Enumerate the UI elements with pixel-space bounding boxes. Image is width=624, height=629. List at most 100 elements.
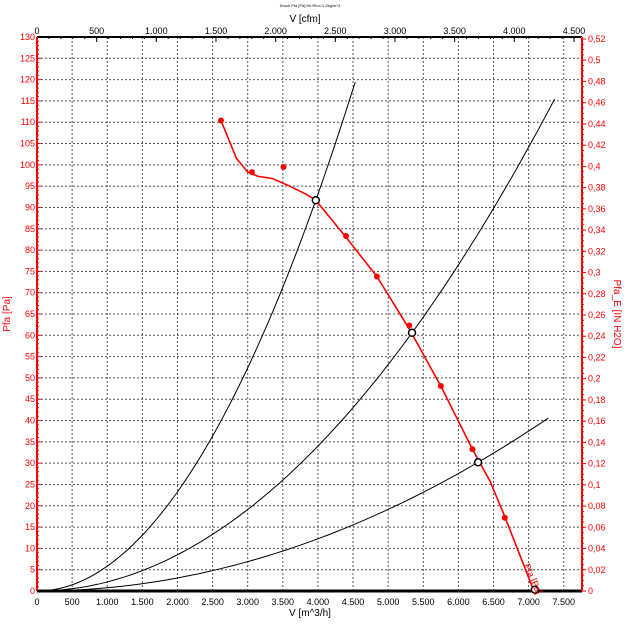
x2-tick-label: 3.500 <box>443 26 466 36</box>
y2-tick-label: 0,5 <box>588 55 601 65</box>
y2-tick-label: 0,12 <box>588 459 606 469</box>
y2-tick-label: 0,16 <box>588 416 606 426</box>
x2-tick-label: 0 <box>34 26 39 36</box>
x-tick-label: 7.500 <box>552 597 575 607</box>
measured-point <box>280 163 287 170</box>
x-tick-label: 3.000 <box>236 597 259 607</box>
x2-tick-label: 2.000 <box>264 26 287 36</box>
system-curve <box>36 98 556 592</box>
y2-tick-label: 0,28 <box>588 289 606 299</box>
y-tick-label: 15 <box>25 522 35 532</box>
measured-point <box>343 233 350 240</box>
x-tick-label: 4.500 <box>342 597 365 607</box>
x2-axis-label: V [cfm] <box>289 14 320 25</box>
y-tick-label: 45 <box>25 394 35 404</box>
y2-tick-label: 0,1 <box>588 480 601 490</box>
x2-tick-label: 2.500 <box>324 26 347 36</box>
y-tick-label: 100 <box>20 160 35 170</box>
x-tick-label: 0 <box>34 597 39 607</box>
y-tick-label: 125 <box>20 53 35 63</box>
x2-tick-label: 500 <box>89 26 104 36</box>
y-tick-label: 5 <box>30 565 35 575</box>
x-tick-label: 2.000 <box>166 597 189 607</box>
x-tick-label: 7.000 <box>517 597 540 607</box>
y-tick-label: 70 <box>25 288 35 298</box>
y-tick-label: 20 <box>25 501 35 511</box>
y-tick-label: 25 <box>25 479 35 489</box>
y-tick-label: 95 <box>25 181 35 191</box>
y-tick-label: 60 <box>25 330 35 340</box>
y2-tick-label: 0,02 <box>588 565 606 575</box>
x-tick-label: 1.500 <box>131 597 154 607</box>
y-tick-label: 85 <box>25 224 35 234</box>
x-tick-label: 3.500 <box>272 597 295 607</box>
y-tick-label: 75 <box>25 266 35 276</box>
y2-tick-label: 0,44 <box>588 119 606 129</box>
y2-tick-label: 0,48 <box>588 76 606 86</box>
x-axis-label: V [m^3/h] <box>289 608 331 619</box>
x2-tick-label: 4.000 <box>503 26 526 36</box>
x-tick-label: 4.000 <box>307 597 330 607</box>
y2-tick-label: 0,04 <box>588 544 606 554</box>
x2-tick-label: 3.000 <box>384 26 407 36</box>
y2-tick-label: 0,38 <box>588 183 606 193</box>
y2-tick-label: 0,4 <box>588 161 601 171</box>
operating-point <box>407 328 417 338</box>
y-tick-label: 80 <box>25 245 35 255</box>
y2-tick-label: 0,22 <box>588 352 606 362</box>
y-tick-label: 40 <box>25 416 35 426</box>
y2-tick-label: 0,24 <box>588 331 606 341</box>
y-tick-label: 65 <box>25 309 35 319</box>
y-tick-label: 90 <box>25 202 35 212</box>
y2-tick-label: 0,3 <box>588 268 601 278</box>
measured-point <box>406 322 413 329</box>
x-tick-label: 500 <box>65 597 80 607</box>
y2-tick-label: 0,34 <box>588 225 606 235</box>
x-tick-label: 6.500 <box>482 597 505 607</box>
operating-point <box>473 458 483 467</box>
y2-tick-label: 0,18 <box>588 395 606 405</box>
measured-point <box>437 383 444 390</box>
measured-point <box>501 514 508 521</box>
measured-point <box>469 446 476 453</box>
y-tick-label: 30 <box>25 458 35 468</box>
x-tick-label: 5.000 <box>377 597 400 607</box>
y2-tick-label: 0,46 <box>588 98 606 108</box>
y-tick-label: 55 <box>25 352 35 362</box>
y2-tick-label: 0 <box>588 586 593 596</box>
y2-tick-label: 0,36 <box>588 204 606 214</box>
y-tick-label: 120 <box>20 75 35 85</box>
x2-tick-label: 1.000 <box>145 26 168 36</box>
x-tick-label: 5.500 <box>412 597 435 607</box>
y2-tick-label: 0,2 <box>588 374 601 384</box>
operating-point <box>311 195 321 205</box>
y-tick-label: 115 <box>21 96 35 106</box>
y-axis-label: Pfa [Pa] <box>2 296 13 332</box>
y-tick-label: 130 <box>20 32 35 42</box>
measured-point <box>248 169 255 176</box>
measured-point <box>373 273 380 280</box>
x-tick-label: 1.000 <box>96 597 119 607</box>
y2-tick-label: 0,08 <box>588 501 606 511</box>
y2-tick-label: 0,14 <box>588 437 606 447</box>
y-tick-label: 110 <box>21 117 35 127</box>
x-tick-label: 2.500 <box>201 597 224 607</box>
y2-tick-label: 0,42 <box>588 140 606 150</box>
y-tick-label: 50 <box>25 373 35 383</box>
x-tick-label: 6.000 <box>447 597 470 607</box>
system-curve <box>37 417 549 592</box>
y2-axis-label: Pfa_E [IN H2O] <box>611 280 622 349</box>
y-tick-label: 0 <box>30 586 35 596</box>
chart-title: Druck Pfa [Pa] für Rho=1.2kg/m^3 <box>280 3 341 8</box>
y-tick-label: 105 <box>20 139 35 149</box>
operating-point <box>530 585 540 594</box>
system-curve <box>36 82 356 592</box>
y2-tick-label: 0,06 <box>588 522 606 532</box>
fan-curve <box>220 120 535 591</box>
y-tick-label: 10 <box>25 543 35 553</box>
y2-tick-label: 0,52 <box>588 34 606 44</box>
measured-point <box>218 117 225 124</box>
y2-tick-label: 0,32 <box>588 246 606 256</box>
y-tick-label: 35 <box>25 437 35 447</box>
